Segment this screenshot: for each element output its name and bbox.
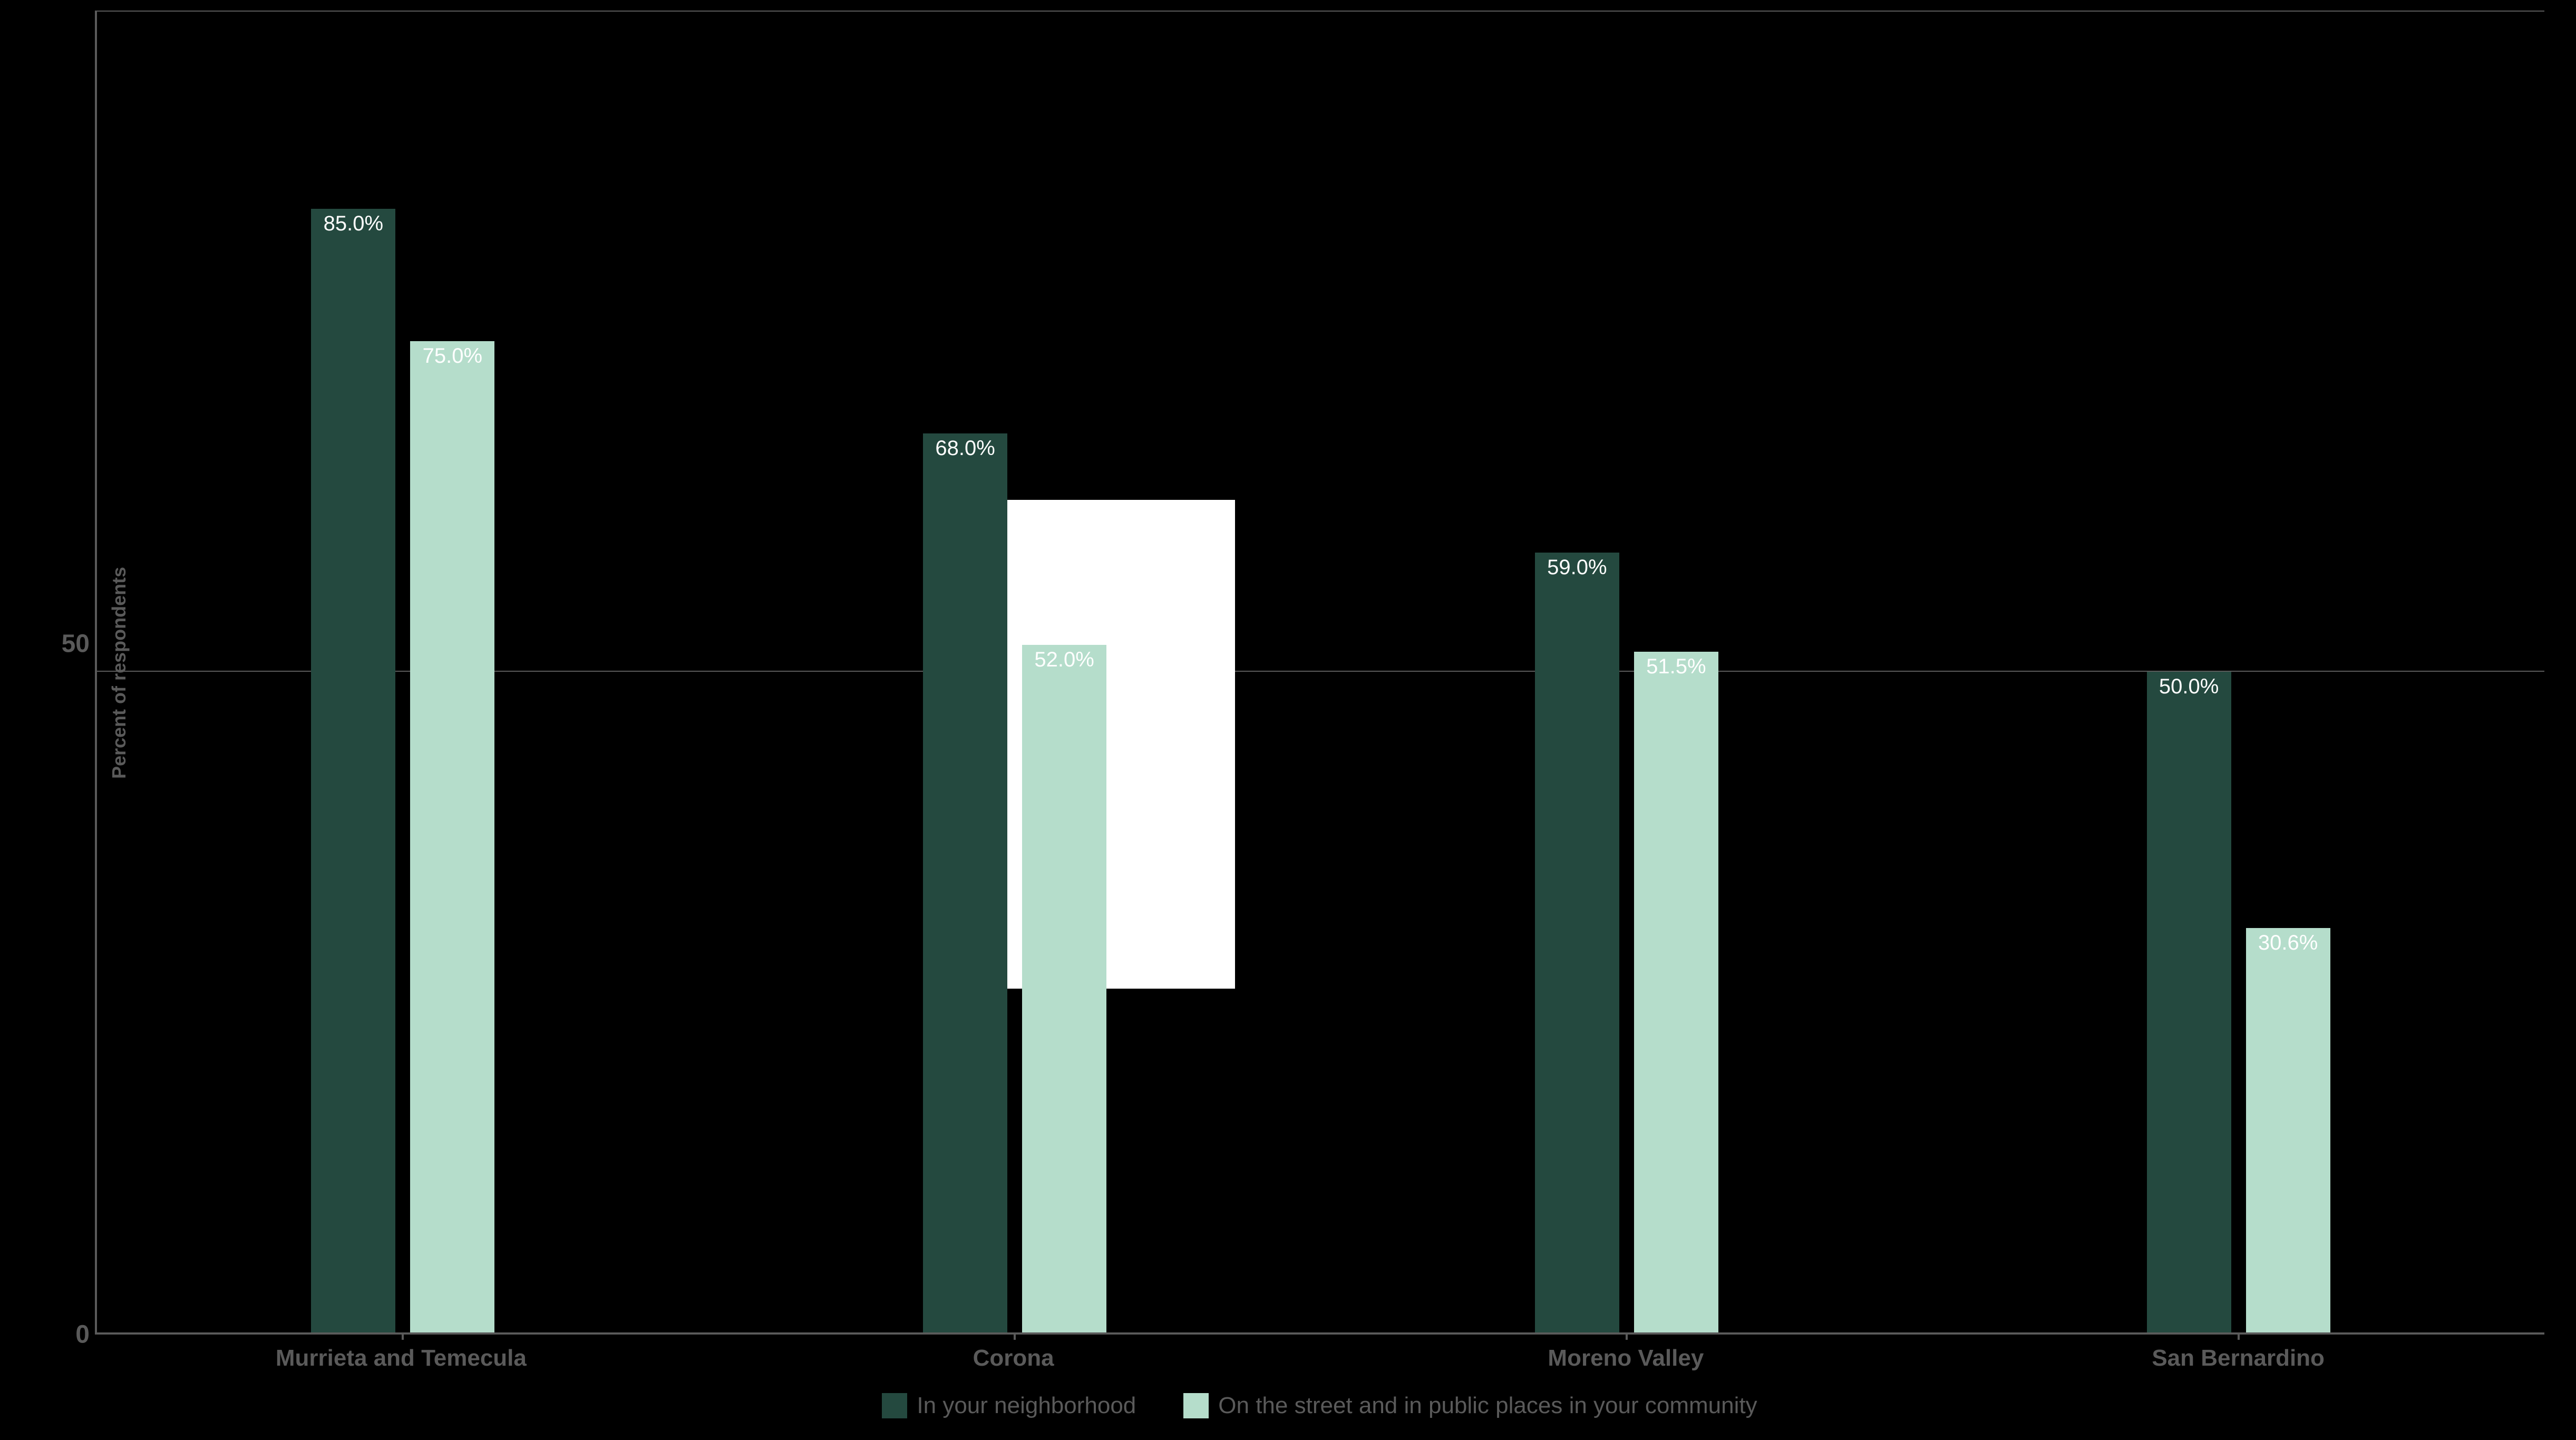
bar-sanbernardino-public: 30.6% [2246,928,2330,1332]
bar-sanbernardino-neighborhood: 50.0% [2147,672,2231,1333]
bar-label: 30.6% [2258,931,2318,955]
bar-groups: 85.0% 75.0% 68.0% 52.0% [97,11,2544,1332]
bar-label: 50.0% [2159,675,2219,699]
bar-chart: Percent of respondents 0 50 100 85.0% [63,11,2544,1419]
legend-swatch-neighborhood [882,1393,907,1418]
bar-corona-public: 52.0% [1022,645,1106,1332]
plot-area: 85.0% 75.0% 68.0% 52.0% [95,11,2544,1335]
x-label-moreno: Moreno Valley [1320,1345,1932,1371]
legend-label-public: On the street and in public places in yo… [1218,1393,1757,1419]
legend: In your neighborhood On the street and i… [95,1393,2544,1419]
y-axis-ticks: 0 50 100 [63,11,95,1335]
bar-label: 59.0% [1547,556,1607,579]
legend-swatch-public [1183,1393,1209,1418]
group-moreno-valley: 59.0% 51.5% [1321,11,1933,1332]
bar-murrieta-neighborhood: 85.0% [311,209,395,1332]
bar-moreno-neighborhood: 59.0% [1535,553,1619,1332]
bar-corona-neighborhood: 68.0% [923,433,1007,1332]
legend-item-public: On the street and in public places in yo… [1183,1393,1757,1419]
x-label-corona: Corona [707,1345,1320,1371]
group-san-bernardino: 50.0% 30.6% [1932,11,2544,1332]
group-corona: 68.0% 52.0% [709,11,1321,1332]
y-tick-50: 50 [62,629,90,658]
bar-label: 68.0% [935,437,995,460]
bar-label: 85.0% [324,212,383,236]
x-axis-labels: Murrieta and Temecula Corona Moreno Vall… [95,1345,2544,1371]
bar-label: 51.5% [1646,655,1706,679]
y-tick-0: 0 [75,1320,90,1349]
bar-moreno-public: 51.5% [1634,652,1718,1332]
group-murrieta-temecula: 85.0% 75.0% [97,11,709,1332]
bar-murrieta-public: 75.0% [410,341,494,1332]
bar-label: 75.0% [423,344,482,368]
x-label-sanbernardino: San Bernardino [1932,1345,2544,1371]
bar-label: 52.0% [1034,648,1094,672]
legend-label-neighborhood: In your neighborhood [917,1393,1136,1419]
legend-item-neighborhood: In your neighborhood [882,1393,1136,1419]
plot-row: Percent of respondents 0 50 100 85.0% [63,11,2544,1335]
x-label-murrieta: Murrieta and Temecula [95,1345,707,1371]
